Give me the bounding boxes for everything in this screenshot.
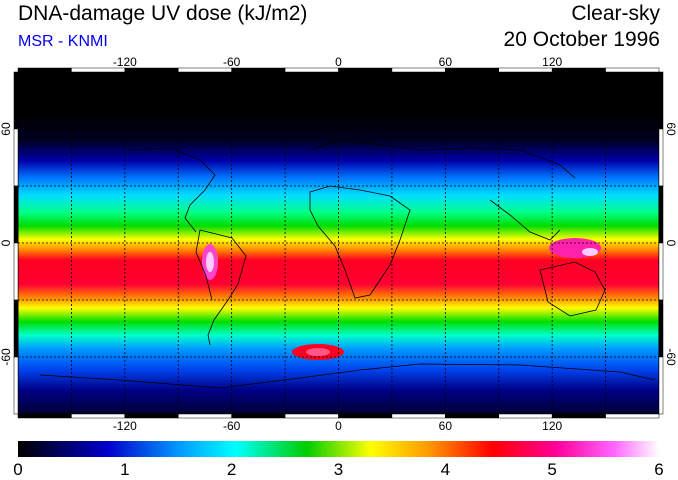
- longitude-tick-label: 60: [439, 55, 453, 69]
- frame-segment: [338, 67, 393, 73]
- latitude-tick-label: 0: [664, 240, 678, 247]
- frame-segment: [13, 185, 19, 244]
- longitude-tick-label: 0: [335, 419, 342, 433]
- map-title: DNA-damage UV dose (kJ/m2): [18, 2, 308, 25]
- frame-segment: [13, 128, 19, 187]
- frame-segment: [17, 67, 72, 73]
- frame-segment: [445, 67, 500, 73]
- frame-segment: [71, 413, 126, 419]
- frame-segment: [178, 413, 232, 419]
- frame-segment: [391, 67, 446, 73]
- frame-segment: [658, 71, 664, 130]
- frame-segment: [658, 128, 664, 187]
- frame-segment: [658, 356, 664, 415]
- latitude-tick-label: 0: [0, 239, 13, 246]
- latitude-tick-label: 60: [664, 122, 678, 136]
- frame-segment: [605, 67, 660, 73]
- longitude-tick-label: -60: [223, 55, 241, 69]
- frame-segment: [658, 185, 664, 244]
- gridlines: [18, 72, 659, 414]
- colorbar-tick-label: 5: [547, 460, 556, 479]
- frame-segment: [13, 242, 19, 301]
- latitude-tick-label: 60: [0, 122, 13, 136]
- colorbar-tick-label: 4: [441, 460, 450, 479]
- longitude-tick-label: -120: [113, 419, 137, 433]
- frame-segment: [551, 413, 606, 419]
- longitude-tick-label: -120: [113, 55, 137, 69]
- frame-segment: [17, 413, 72, 419]
- latitude-tick-label: -60: [0, 348, 13, 366]
- frame-segment: [445, 413, 500, 419]
- frame-segment: [13, 71, 19, 130]
- longitude-tick-label: 120: [542, 55, 562, 69]
- colorbar-tick-label: 1: [120, 460, 129, 479]
- data-source-label: MSR - KNMI: [18, 33, 108, 50]
- longitude-tick-label: -60: [223, 419, 241, 433]
- frame-segment: [124, 413, 179, 419]
- colorbar-tick-label: 0: [13, 460, 22, 479]
- longitude-tick-label: 60: [439, 419, 453, 433]
- frame-segment: [284, 67, 339, 73]
- frame-segment: [391, 413, 446, 419]
- frame-segment: [498, 413, 553, 419]
- colorbar-tick-label: 2: [227, 460, 236, 479]
- colorbar-tick-label: 6: [654, 460, 663, 479]
- sky-condition-label: Clear-sky: [571, 2, 660, 25]
- frame-segment: [338, 413, 393, 419]
- frame-segment: [231, 413, 286, 419]
- longitude-tick-label: 120: [542, 419, 562, 433]
- frame-border: [13, 67, 664, 419]
- latitude-tick-label: -60: [664, 348, 678, 366]
- frame-segment: [605, 413, 660, 419]
- date-label: 20 October 1996: [503, 28, 660, 51]
- frame-segment: [658, 299, 664, 358]
- frame-segment: [13, 299, 19, 358]
- colorbar-tick-label: 3: [334, 460, 343, 479]
- frame-segment: [658, 242, 664, 301]
- frame-segment: [13, 356, 19, 415]
- colorbar: [18, 441, 659, 457]
- longitude-tick-label: 0: [335, 55, 342, 69]
- frame-segment: [284, 413, 339, 419]
